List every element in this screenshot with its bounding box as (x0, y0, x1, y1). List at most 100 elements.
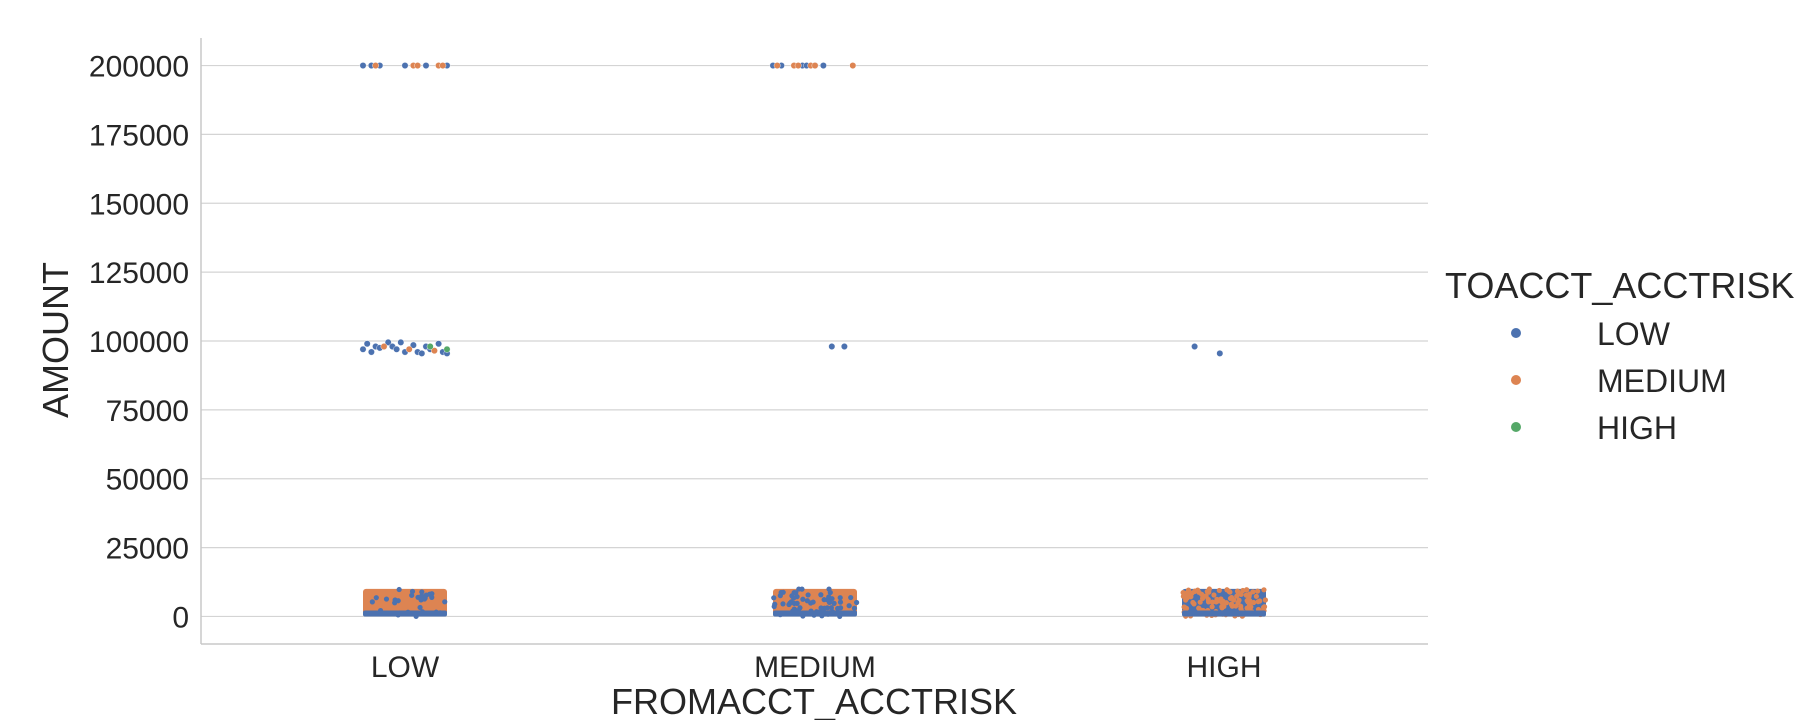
data-point (849, 62, 857, 69)
cluster-point (837, 599, 844, 605)
data-point (811, 62, 819, 69)
y-tick-label: 100000 (89, 326, 189, 359)
data-point (1216, 349, 1224, 357)
cluster-point (828, 605, 834, 611)
cluster-point (1209, 604, 1215, 610)
cluster-point (848, 594, 854, 601)
legend-entry-label: MEDIUM (1597, 363, 1727, 399)
cluster-point (1254, 588, 1261, 594)
data-point (359, 62, 367, 69)
cluster-point (1183, 605, 1190, 611)
y-tick-label: 200000 (89, 51, 189, 84)
x-tick-labels: LOW MEDIUM HIGH (371, 651, 1262, 684)
cluster-point (805, 592, 811, 598)
cluster-point (419, 593, 425, 599)
data-point (405, 345, 413, 353)
data-points (359, 62, 1224, 357)
cluster-point (791, 606, 797, 612)
cluster-point (1262, 597, 1269, 603)
cluster-point (1234, 588, 1241, 594)
y-tick-label: 0 (172, 601, 189, 634)
cluster-point (1247, 599, 1253, 605)
cluster-point (429, 594, 435, 600)
y-tick-label: 125000 (89, 257, 189, 290)
cluster-point (821, 597, 827, 603)
cluster-point (818, 605, 824, 611)
cluster-point (800, 596, 806, 602)
cluster-point (810, 599, 816, 605)
cluster-point (846, 603, 852, 609)
cluster-point (1220, 598, 1226, 604)
y-tick-labels: 0 25000 50000 75000 100000 125000 150000 175000… (89, 51, 189, 635)
cluster-point (429, 591, 435, 597)
cluster-point (1197, 599, 1203, 605)
legend-entry-label: HIGH (1597, 410, 1677, 446)
y-tick-label: 175000 (89, 119, 189, 152)
cluster-point (794, 600, 800, 606)
data-point (426, 343, 434, 350)
cluster-point (373, 595, 379, 601)
cluster-base-strip (363, 610, 447, 617)
data-point (435, 340, 442, 348)
y-tick-label: 75000 (106, 395, 189, 428)
data-point (414, 62, 421, 69)
cluster-point (831, 600, 837, 606)
cluster-point (788, 599, 794, 605)
data-point (820, 62, 827, 69)
cluster-point (1257, 598, 1263, 604)
cluster-point (824, 605, 830, 611)
data-point (367, 348, 375, 356)
cluster-point (369, 599, 375, 605)
cluster-point (771, 595, 777, 601)
data-point (401, 62, 409, 69)
gridlines (201, 64, 1428, 618)
data-point (439, 62, 447, 69)
cluster-point (780, 589, 786, 595)
cluster-point (1224, 587, 1230, 593)
cluster-point (1236, 597, 1242, 603)
cluster-point (1216, 587, 1222, 594)
legend-marker (1511, 375, 1521, 385)
cluster-point (1248, 604, 1254, 610)
cluster-point (1247, 591, 1253, 597)
legend-entries: LOW MEDIUM HIGH (1511, 316, 1727, 446)
x-tick-label: LOW (371, 651, 440, 684)
cluster-point (1192, 588, 1198, 594)
cluster-point (392, 597, 398, 603)
cluster-point (837, 595, 843, 601)
data-point (422, 62, 430, 69)
y-tick-label: 25000 (106, 533, 189, 566)
cluster-point (1205, 599, 1212, 605)
cluster-point (818, 592, 824, 598)
cluster-point (851, 605, 858, 611)
data-point (1191, 343, 1199, 350)
cluster-base-strip (1182, 610, 1266, 617)
cluster-point (1202, 593, 1208, 599)
legend: TOACCT_ACCTRISK LOW MEDIUM HIGH (1445, 265, 1794, 446)
cluster-point (1214, 598, 1221, 604)
cluster-point (1219, 604, 1225, 610)
cluster-point (804, 598, 810, 604)
cluster-point (1234, 593, 1240, 599)
axis-spines (200, 38, 1428, 645)
cluster-point (419, 589, 425, 595)
data-point (430, 347, 438, 355)
cluster-point (1191, 601, 1197, 607)
data-point (773, 62, 781, 69)
cluster-point (423, 592, 429, 598)
cluster-point (789, 593, 795, 599)
cluster-point (1231, 597, 1237, 603)
cluster-point (1240, 587, 1246, 594)
y-tick-label: 50000 (106, 464, 189, 497)
cluster-point (1185, 587, 1192, 593)
data-point (443, 345, 451, 353)
x-tick-label: HIGH (1187, 651, 1262, 684)
cluster-point (1211, 592, 1217, 598)
legend-entry-label: LOW (1597, 316, 1671, 352)
cluster-point (771, 603, 777, 610)
cluster-point (417, 604, 423, 611)
cluster-point (835, 605, 841, 612)
x-axis-label: FROMACCT_ACCTRISK (611, 681, 1017, 720)
dense-clusters (363, 586, 1269, 619)
